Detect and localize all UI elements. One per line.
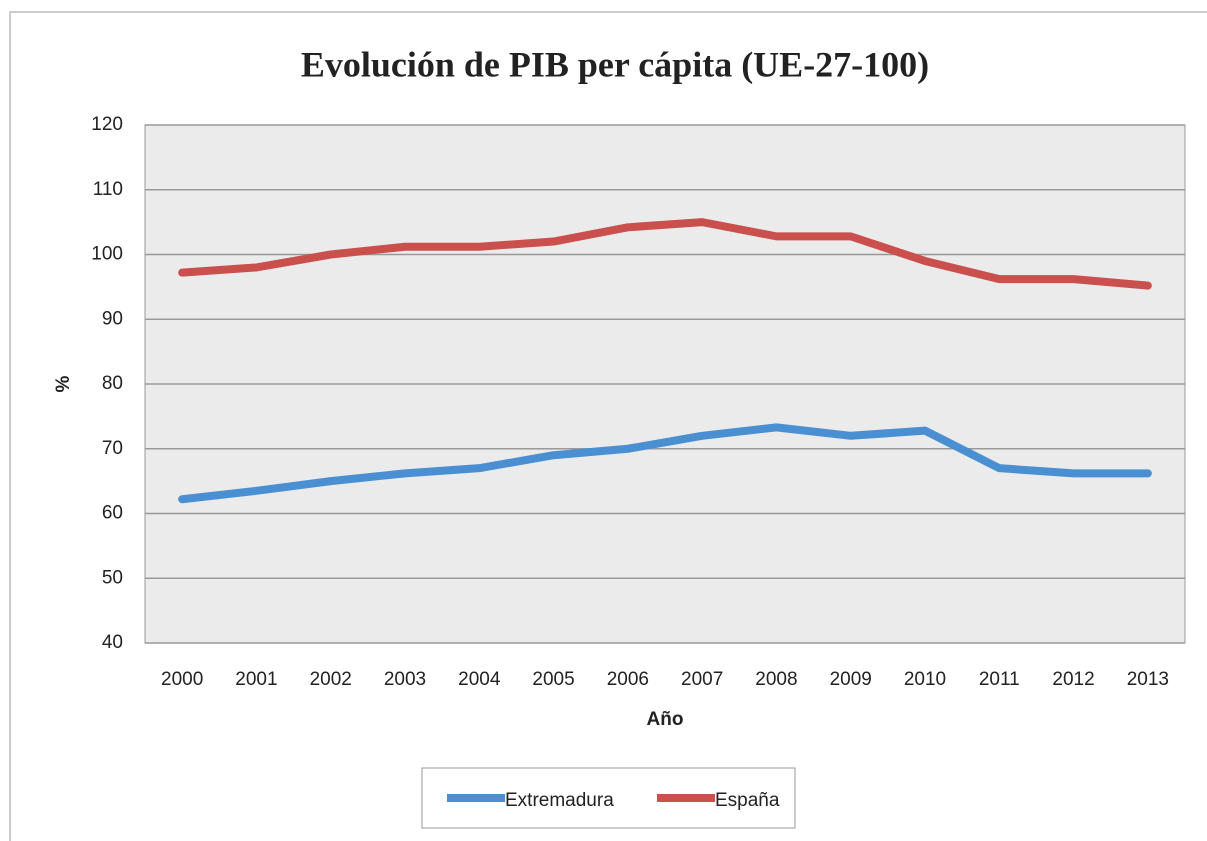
y-tick-label: 40: [102, 632, 123, 653]
chart-border: [9, 11, 1207, 841]
line-series: [178, 423, 1152, 504]
line-series: [178, 218, 1152, 290]
legend-label: España: [715, 790, 780, 811]
x-tick-label: 2004: [458, 669, 501, 690]
x-tick-label: 2013: [1127, 669, 1169, 690]
y-tick-label: 120: [91, 114, 123, 135]
y-tick-label: 50: [102, 567, 123, 588]
x-tick-label: 2003: [384, 669, 426, 690]
x-tick-label: 2012: [1052, 669, 1094, 690]
x-tick-label: 2009: [830, 669, 872, 690]
x-tick-label: 2008: [755, 669, 797, 690]
y-axis-title: %: [53, 375, 74, 392]
y-tick-label: 60: [102, 503, 123, 524]
x-tick-label: 2000: [161, 669, 203, 690]
x-tick-label: 2006: [607, 669, 649, 690]
x-tick-label: 2011: [979, 669, 1020, 690]
x-tick-label: 2007: [681, 669, 723, 690]
y-tick-label: 70: [102, 438, 123, 459]
y-tick-label: 90: [102, 308, 123, 329]
legend-label: Extremadura: [505, 790, 614, 811]
y-tick-label: 110: [93, 179, 123, 200]
y-tick-label: 100: [91, 244, 123, 265]
x-tick-label: 2001: [235, 669, 277, 690]
x-tick-label: 2005: [532, 669, 574, 690]
x-tick-label: 2010: [904, 669, 946, 690]
x-tick-label: 2002: [310, 669, 352, 690]
x-axis-title: Año: [647, 709, 684, 730]
y-tick-label: 80: [102, 373, 123, 394]
chart-title: Evolución de PIB per cápita (UE-27-100): [301, 44, 929, 84]
